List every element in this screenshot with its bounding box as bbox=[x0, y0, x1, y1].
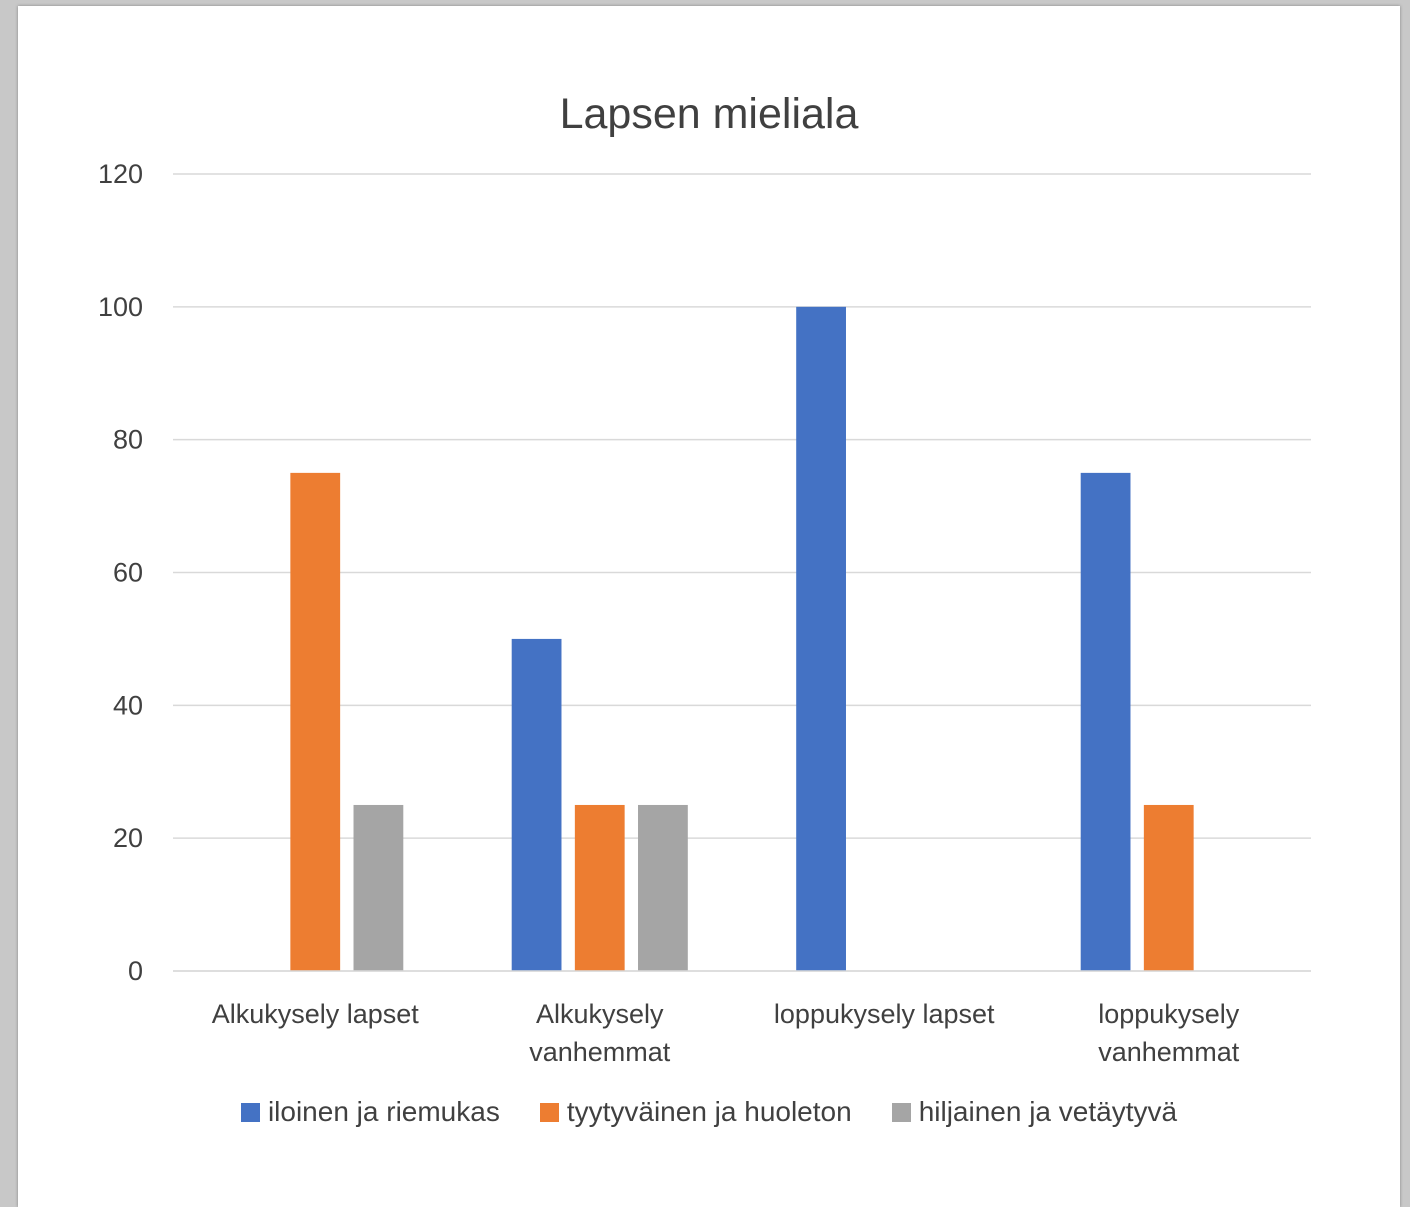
bar-3-2 bbox=[638, 804, 688, 971]
chart-card: Lapsen mieliala 0 20 40 60 80 100 120 Alkukysel… bbox=[18, 6, 1400, 1207]
legend-item: hiljainen ja vetäytyvä bbox=[891, 1096, 1178, 1128]
y-tick-label: 80 bbox=[113, 425, 143, 455]
x-category-label: loppukysely vanhemmat bbox=[1098, 999, 1240, 1067]
bar-2-4 bbox=[1143, 804, 1194, 971]
legend-swatch bbox=[240, 1102, 260, 1122]
bar-3-1 bbox=[353, 804, 404, 971]
y-tick-label: 0 bbox=[128, 956, 143, 986]
y-tick-label: 40 bbox=[113, 690, 143, 720]
legend-swatch bbox=[891, 1102, 911, 1122]
y-tick-label: 20 bbox=[113, 823, 143, 853]
legend-swatch bbox=[539, 1102, 559, 1122]
bar-1-2 bbox=[511, 638, 562, 971]
legend-label: iloinen ja riemukas bbox=[267, 1096, 500, 1127]
x-category-label: loppukysely lapset bbox=[774, 999, 995, 1029]
y-tick-label: 120 bbox=[98, 159, 143, 189]
x-category-label: Alkukysely lapset bbox=[212, 999, 420, 1029]
bar-2-1 bbox=[290, 472, 341, 971]
chart-title: Lapsen mieliala bbox=[559, 90, 859, 138]
legend-item: iloinen ja riemukas bbox=[240, 1096, 500, 1128]
plot-area: 0 20 40 60 80 100 120 Alkukysely lapset Alkukyse… bbox=[98, 159, 1311, 1067]
bar-1-3 bbox=[796, 306, 846, 971]
legend-item: tyytyväinen ja huoleton bbox=[539, 1096, 852, 1128]
bar-2-2 bbox=[574, 804, 625, 971]
legend-label: hiljainen ja vetäytyvä bbox=[918, 1096, 1178, 1127]
legend-label: tyytyväinen ja huoleton bbox=[566, 1096, 852, 1127]
x-category-label: Alkukysely vanhemmat bbox=[529, 999, 671, 1067]
bar-1-4 bbox=[1080, 472, 1131, 971]
y-tick-label: 60 bbox=[113, 558, 143, 588]
y-tick-label: 100 bbox=[98, 292, 143, 322]
legend: iloinen ja riemukas tyytyväinen ja huolet… bbox=[18, 1096, 1400, 1128]
